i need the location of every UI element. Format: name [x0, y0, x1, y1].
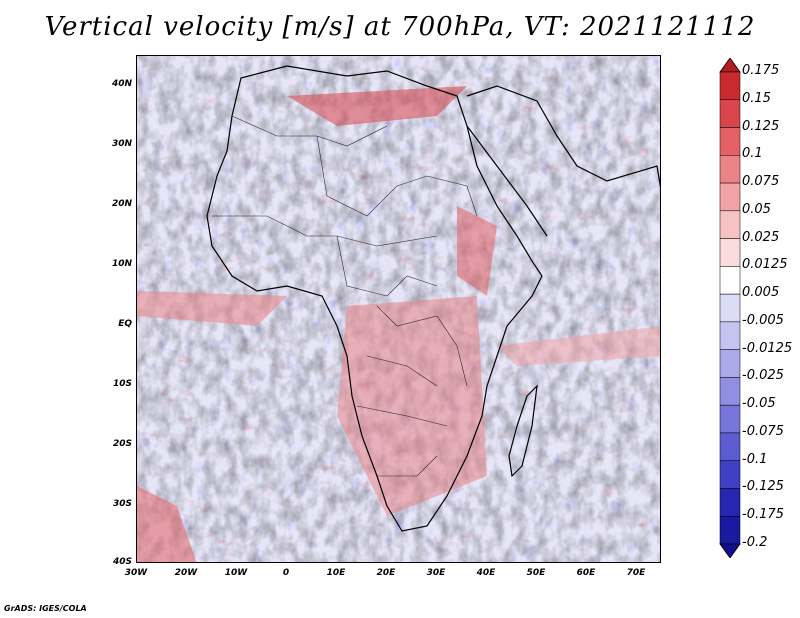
coastlines	[206, 65, 660, 532]
lon-label-20e: 20E	[376, 568, 396, 578]
lat-label-20n: 20N	[111, 199, 132, 209]
colorbar-level-label: -0.05	[742, 396, 776, 412]
lat-label-40n: 40N	[111, 79, 132, 89]
lon-label-20w: 20W	[174, 568, 198, 578]
chart-title: Vertical velocity [m/s] at 700hPa, VT: 2…	[44, 12, 756, 42]
colorbar-swatch	[719, 71, 741, 101]
grads-credit: GrADS: IGES/COLA	[4, 604, 87, 613]
lon-label-60e: 60E	[576, 568, 596, 578]
lat-label-10s: 10S	[112, 379, 132, 389]
lat-label-30n: 30N	[111, 139, 132, 149]
lat-label-20s: 20S	[112, 439, 132, 449]
lat-label-eq: EQ	[118, 319, 132, 329]
colorbar-level-label: -0.1	[742, 451, 768, 467]
lat-label-30s: 30S	[112, 499, 132, 509]
colorbar-swatch	[719, 404, 741, 434]
map-panel	[136, 55, 661, 563]
colorbar-level-label: -0.005	[742, 312, 784, 328]
colorbar-swatch	[719, 155, 741, 184]
colorbar-level-label: 0.05	[742, 201, 771, 217]
lon-label-40e: 40E	[476, 568, 496, 578]
colorbar-level-label: 0.175	[742, 63, 780, 78]
lon-label-50e: 50E	[526, 568, 546, 578]
colorbar-swatch	[719, 99, 741, 128]
lon-label-30e: 30E	[426, 568, 446, 578]
colorbar-bottom-arrow	[719, 543, 741, 558]
colorbar-swatch	[719, 515, 741, 545]
colorbar-level-label: -0.075	[742, 423, 784, 439]
colorbar-swatch	[719, 266, 741, 295]
colorbar-level-label: 0.15	[742, 90, 771, 106]
lon-label-30w: 30W	[124, 568, 148, 578]
colorbar-level-label: -0.0125	[742, 340, 793, 356]
lon-label-10w: 10W	[224, 568, 248, 578]
lon-label-70e: 70E	[626, 568, 646, 578]
colorbar-level-label: 0.005	[742, 285, 780, 301]
colorbar-swatch	[719, 127, 741, 156]
colorbar-swatch	[719, 349, 741, 378]
lon-label-10e: 10E	[326, 568, 346, 578]
country-borders	[212, 115, 478, 477]
colorbar	[719, 58, 741, 558]
colorbar-swatch	[719, 293, 741, 323]
colorbar-swatch	[719, 460, 741, 489]
colorbar-level-label: -0.2	[742, 535, 768, 550]
colorbar-swatch	[719, 182, 741, 212]
colorbar-swatch	[719, 377, 741, 406]
colorbar-level-label: 0.025	[742, 229, 780, 245]
colorbar-level-label: -0.025	[742, 368, 784, 384]
lon-label-0: 0	[282, 568, 290, 578]
lat-label-10n: 10N	[111, 259, 132, 269]
colorbar-level-label: 0.075	[742, 174, 780, 190]
colorbar-swatch	[719, 488, 741, 517]
vertical-velocity-field	[137, 56, 660, 562]
colorbar-swatch	[719, 238, 741, 267]
colorbar-level-label: 0.0125	[742, 257, 788, 273]
colorbar-level-label: -0.125	[742, 479, 784, 495]
ascent-zones	[137, 86, 660, 562]
colorbar-swatch	[719, 432, 741, 461]
colorbar-level-label: 0.125	[742, 118, 780, 134]
colorbar-level-label: 0.1	[742, 146, 763, 162]
colorbar-level-label: -0.175	[742, 507, 784, 523]
colorbar-top-arrow	[719, 58, 741, 73]
colorbar-swatch	[719, 210, 741, 239]
colorbar-swatch	[719, 321, 741, 350]
lat-label-40s: 40S	[112, 557, 132, 567]
